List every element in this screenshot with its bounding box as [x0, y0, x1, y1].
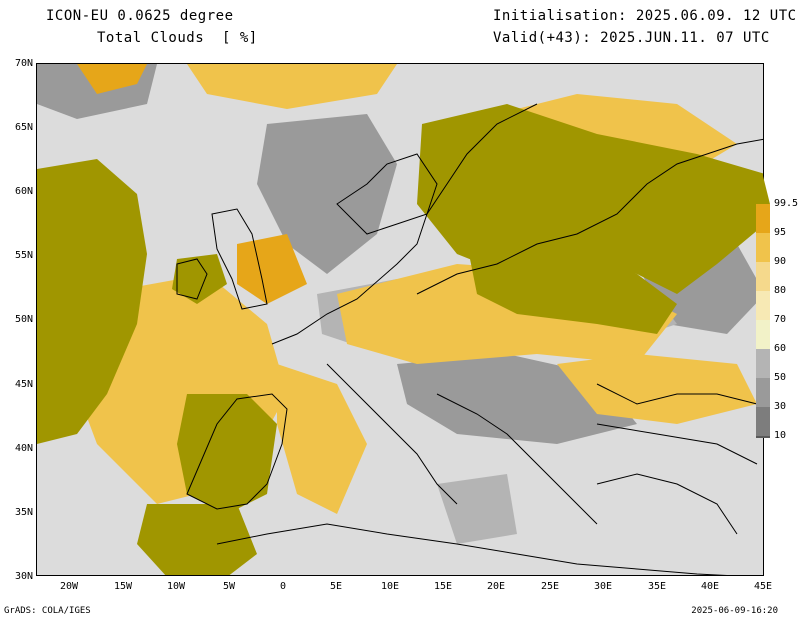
overcast-regions: [37, 104, 763, 575]
colorbar-box: [756, 349, 770, 378]
model-title: ICON-EU 0.0625 degree: [46, 8, 234, 24]
colorbar-box: [756, 262, 770, 291]
colorbar-box: [756, 436, 770, 438]
lon-tick-20w: 20W: [59, 581, 79, 592]
lon-tick-0: 0: [279, 581, 287, 592]
colorbar-label-60: 60: [774, 343, 787, 354]
colorbar-label-70: 70: [774, 314, 787, 325]
lat-tick-50n: 50N: [14, 314, 33, 325]
dense-cloud-bands: [77, 64, 307, 304]
lat-tick-45n: 45N: [14, 379, 33, 390]
lon-tick-5e: 5E: [329, 581, 343, 592]
lat-tick-55n: 55N: [14, 250, 33, 261]
lat-tick-40n: 40N: [14, 443, 33, 454]
lon-tick-10w: 10W: [166, 581, 186, 592]
lat-tick-70n: 70N: [14, 58, 33, 69]
lon-tick-35e: 35E: [647, 581, 667, 592]
map-canvas: [37, 64, 763, 575]
lon-tick-20e: 20E: [486, 581, 506, 592]
lon-tick-15e: 15E: [433, 581, 453, 592]
coastlines: [176, 103, 763, 575]
colorbar-box: [756, 378, 770, 407]
colorbar-box: [756, 291, 770, 320]
lat-tick-65n: 65N: [14, 122, 33, 133]
lon-tick-30e: 30E: [593, 581, 613, 592]
colorbar: [756, 176, 770, 438]
colorbar-label-80: 80: [774, 285, 787, 296]
cloud-cover-map: [36, 63, 764, 576]
colorbar-box: [756, 320, 770, 349]
colorbar-label-90: 90: [774, 256, 787, 267]
colorbar-label-99-5: 99.5: [774, 198, 799, 209]
colorbar-label-95: 95: [774, 227, 787, 238]
lat-tick-30n: 30N: [14, 571, 33, 582]
initialisation-time: Initialisation: 2025.06.09. 12 UTC: [493, 8, 797, 24]
valid-time: Valid(+43): 2025.JUN.11. 07 UTC: [493, 30, 770, 46]
colorbar-arrow: [756, 176, 770, 204]
colorbar-label-50: 50: [774, 372, 787, 383]
colorbar-label-30: 30: [774, 401, 787, 412]
lat-tick-60n: 60N: [14, 186, 33, 197]
lon-tick-45e: 45E: [753, 581, 773, 592]
lat-tick-35n: 35N: [14, 507, 33, 518]
lon-tick-5w: 5W: [222, 581, 236, 592]
grads-credit: GrADS: COLA/IGES: [4, 606, 91, 616]
colorbar-box: [756, 233, 770, 262]
colorbar-box: [756, 407, 770, 436]
lon-tick-10e: 10E: [380, 581, 400, 592]
lon-tick-40e: 40E: [700, 581, 720, 592]
field-title: Total Clouds [ %]: [97, 30, 258, 46]
lon-tick-15w: 15W: [113, 581, 133, 592]
colorbar-box: [756, 204, 770, 233]
lon-tick-25e: 25E: [540, 581, 560, 592]
colorbar-label-10: 10: [774, 430, 787, 441]
generated-timestamp: 2025-06-09-16:20: [691, 606, 778, 616]
